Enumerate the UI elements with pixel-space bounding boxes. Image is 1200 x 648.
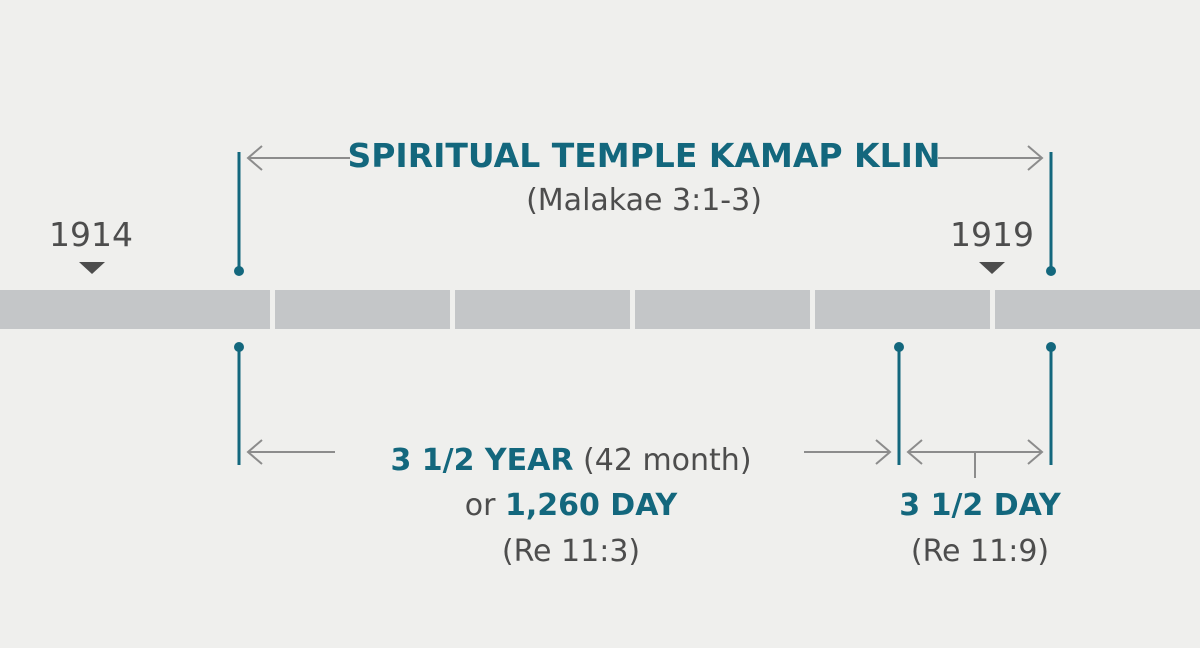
marker-dot: [234, 266, 244, 276]
duration-years-line: 3 1/2 YEAR (42 month): [390, 443, 751, 478]
duration-short-reference: (Re 11:9): [910, 534, 1050, 569]
arrow-left-icon: [246, 439, 263, 465]
duration-months: (42 month): [583, 443, 752, 478]
duration-short: 3 1/2 DAY: [899, 488, 1061, 523]
timeline-divider: [990, 288, 995, 331]
timeline-divider: [270, 288, 275, 331]
span-title-reference: (Malakae 3:1-3): [526, 183, 762, 218]
timeline-divider: [450, 288, 455, 331]
duration-years: 3 1/2 YEAR: [390, 443, 574, 478]
duration-days-line: or 1,260 DAY: [465, 488, 678, 523]
arrow-right-icon: [1027, 145, 1044, 171]
arrow-right-icon: [875, 439, 892, 465]
year-label-end: 1919: [950, 215, 1034, 254]
timeline-divider: [810, 288, 815, 331]
timeline-bar: [0, 290, 1200, 329]
triangle-down-icon: [79, 262, 105, 274]
duration-days: 1,260 DAY: [504, 488, 678, 523]
arrow-right-icon: [1027, 439, 1044, 465]
marker-dot: [1046, 266, 1056, 276]
or-word: or: [464, 488, 496, 523]
year-label-start: 1914: [49, 215, 133, 254]
triangle-down-icon: [979, 262, 1005, 274]
arrow-left-icon: [246, 145, 263, 171]
span-title: SPIRITUAL TEMPLE KAMAP KLIN: [347, 136, 941, 175]
duration-years-reference: (Re 11:3): [501, 534, 641, 569]
arrow-left-icon: [906, 439, 923, 465]
timeline-divider: [630, 288, 635, 331]
